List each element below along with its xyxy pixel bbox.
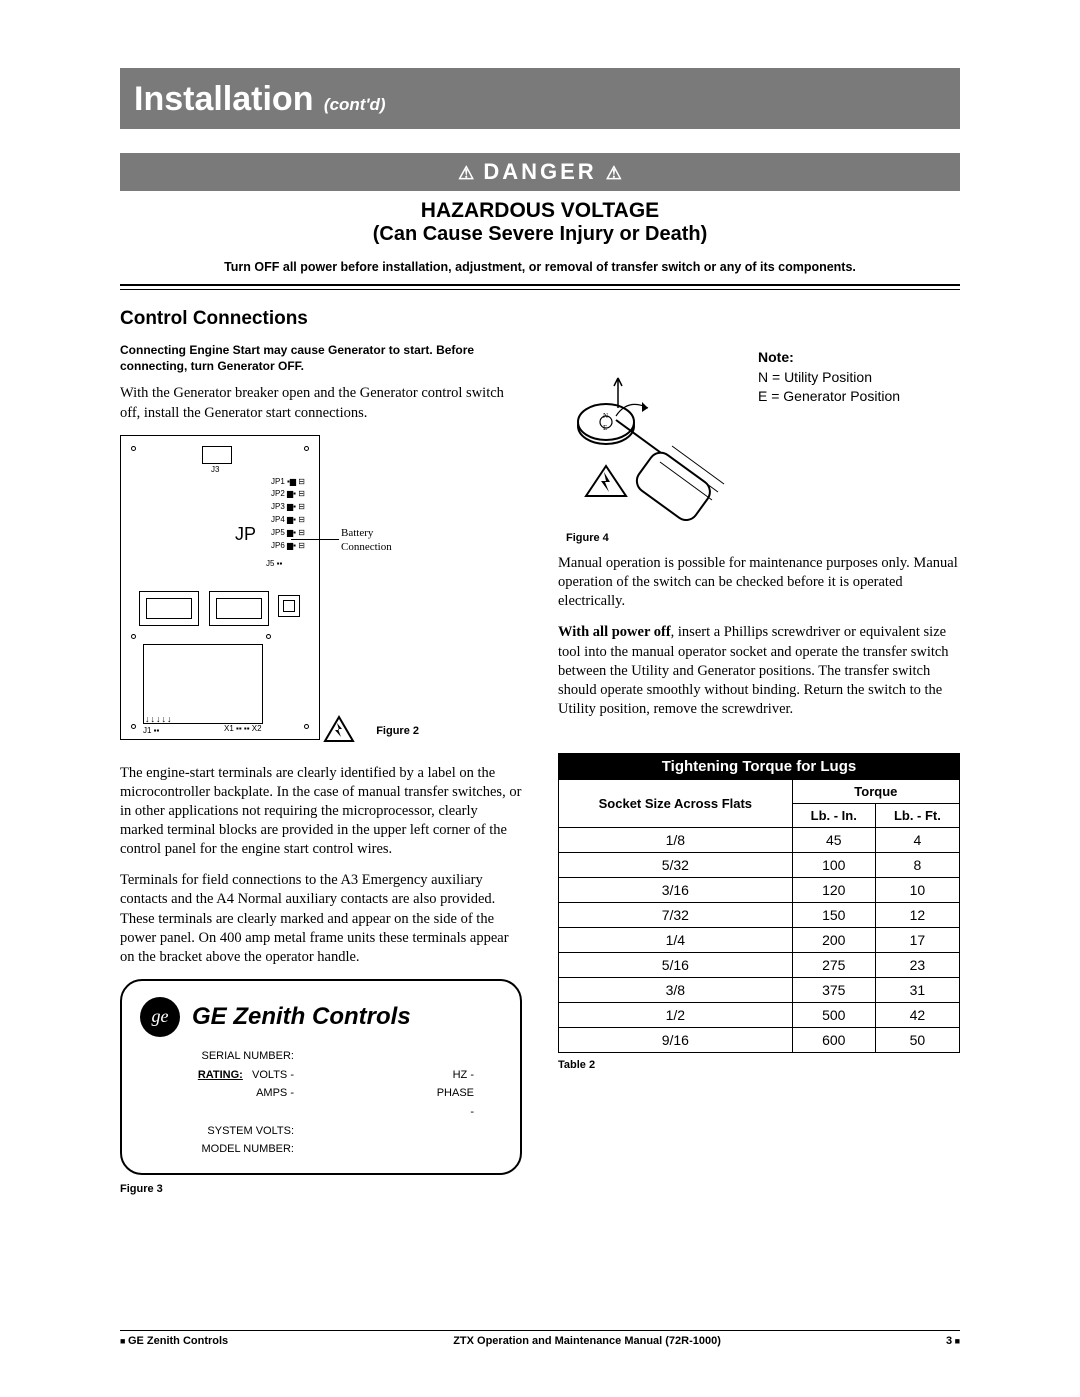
table-row: 1/420017 (559, 928, 960, 953)
table-row: 3/1612010 (559, 878, 960, 903)
footer-right: 3 ■ (946, 1335, 960, 1347)
table-title: Tightening Torque for Lugs (559, 754, 960, 780)
figure-4-caption: Figure 4 (566, 532, 609, 544)
turnoff-text: Turn OFF all power before installation, … (120, 260, 960, 274)
danger-bar: ⚠ DANGER ⚠ (120, 153, 960, 191)
nameplate-figure: ge GE Zenith Controls SERIAL NUMBER: RAT… (120, 979, 522, 1175)
sub-header: Lb. - Ft. (875, 804, 959, 828)
svg-text:N: N (603, 412, 608, 420)
jp-label: JP (235, 524, 256, 545)
ge-logo-icon: ge (140, 997, 180, 1037)
table-caption: Table 2 (558, 1059, 960, 1071)
footer-left: ■ GE Zenith Controls (120, 1335, 228, 1347)
torque-table: Tightening Torque for Lugs Socket Size A… (558, 753, 960, 1053)
header-title: Installation (134, 80, 313, 118)
header-sub: (cont'd) (324, 95, 386, 114)
col-header: Socket Size Across Flats (559, 780, 793, 828)
figure-3-caption: Figure 3 (120, 1183, 522, 1195)
table-row: 5/1627523 (559, 953, 960, 978)
table-row: 5/321008 (559, 853, 960, 878)
screwdriver-icon: N E (558, 348, 758, 548)
paragraph: The engine-start terminals are clearly i… (120, 764, 522, 860)
footer-center: ZTX Operation and Maintenance Manual (72… (453, 1335, 721, 1347)
hazard-block: HAZARDOUS VOLTAGE (Can Cause Severe Inju… (120, 199, 960, 246)
table-row: 7/3215012 (559, 903, 960, 928)
sub-header: Lb. - In. (792, 804, 875, 828)
table-row: 1/250042 (559, 1003, 960, 1028)
col-header: Torque (792, 780, 959, 804)
lightning-icon (323, 715, 355, 743)
table-row: 9/1660050 (559, 1028, 960, 1053)
hazard-line2: (Can Cause Severe Injury or Death) (120, 223, 960, 246)
divider (120, 284, 960, 290)
table-body: 1/84545/3210083/16120107/32150121/420017… (559, 828, 960, 1053)
warning-icon: ⚠ (458, 163, 474, 183)
section-heading: Control Connections (120, 308, 522, 330)
page-footer: ■ GE Zenith Controls ZTX Operation and M… (120, 1330, 960, 1347)
svg-text:E: E (603, 424, 607, 432)
paragraph: Terminals for field connections to the A… (120, 871, 522, 967)
battery-label: Battery Connection (341, 526, 421, 555)
generator-warning: Connecting Engine Start may cause Genera… (120, 342, 522, 374)
table-row: 3/837531 (559, 978, 960, 1003)
nameplate-brand: GE Zenith Controls (192, 1003, 411, 1031)
paragraph: With the Generator breaker open and the … (120, 384, 522, 422)
paragraph: Manual operation is possible for mainten… (558, 554, 960, 611)
figure-2-diagram: J3 JP JP1 ▪▆ ⊟ JP2 ▆▪ ⊟ JP3 ▆▪ ⊟ JP4 ▆▪ … (120, 435, 320, 740)
left-column: Control Connections Connecting Engine St… (120, 308, 522, 1195)
right-column: N E Note: N = Utility Position E = Gener… (558, 308, 960, 1195)
warning-icon: ⚠ (606, 163, 622, 183)
paragraph: With all power off, insert a Phillips sc… (558, 623, 960, 719)
jp-list: JP1 ▪▆ ⊟ JP2 ▆▪ ⊟ JP3 ▆▪ ⊟ JP4 ▆▪ ⊟ JP5 … (271, 476, 305, 553)
position-note: Note: N = Utility Position E = Generator… (758, 348, 960, 407)
figure-4-diagram: N E Note: N = Utility Position E = Gener… (558, 348, 960, 548)
two-column-layout: Control Connections Connecting Engine St… (120, 308, 960, 1195)
figure-2-caption: Figure 2 (376, 725, 419, 737)
danger-label: DANGER (483, 159, 596, 184)
header-bar: Installation (cont'd) (120, 68, 960, 129)
table-row: 1/8454 (559, 828, 960, 853)
hazard-line1: HAZARDOUS VOLTAGE (120, 199, 960, 223)
